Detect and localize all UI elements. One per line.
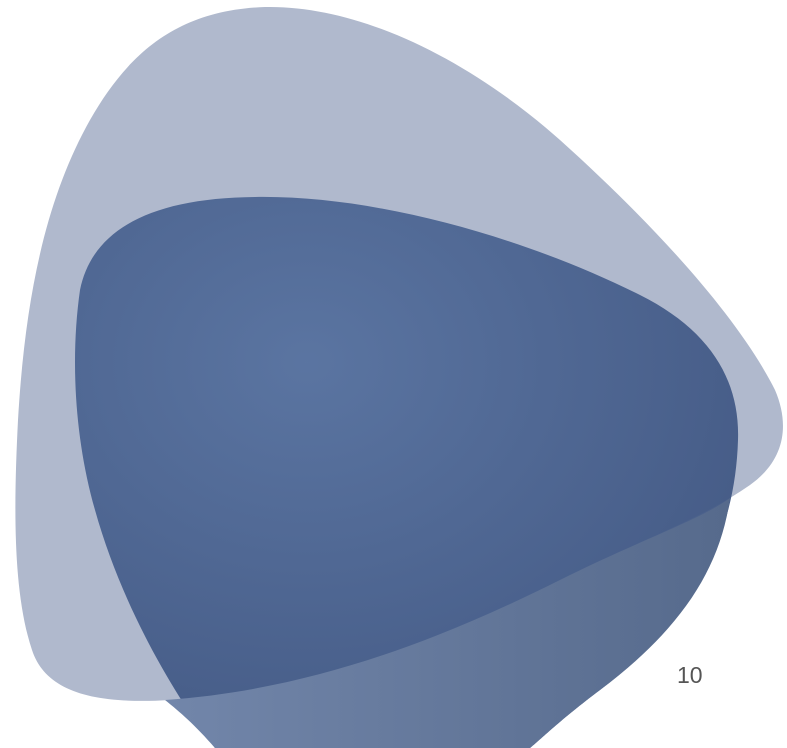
front-shape-overflow-region xyxy=(165,498,730,748)
page-number: 10 xyxy=(677,662,703,688)
